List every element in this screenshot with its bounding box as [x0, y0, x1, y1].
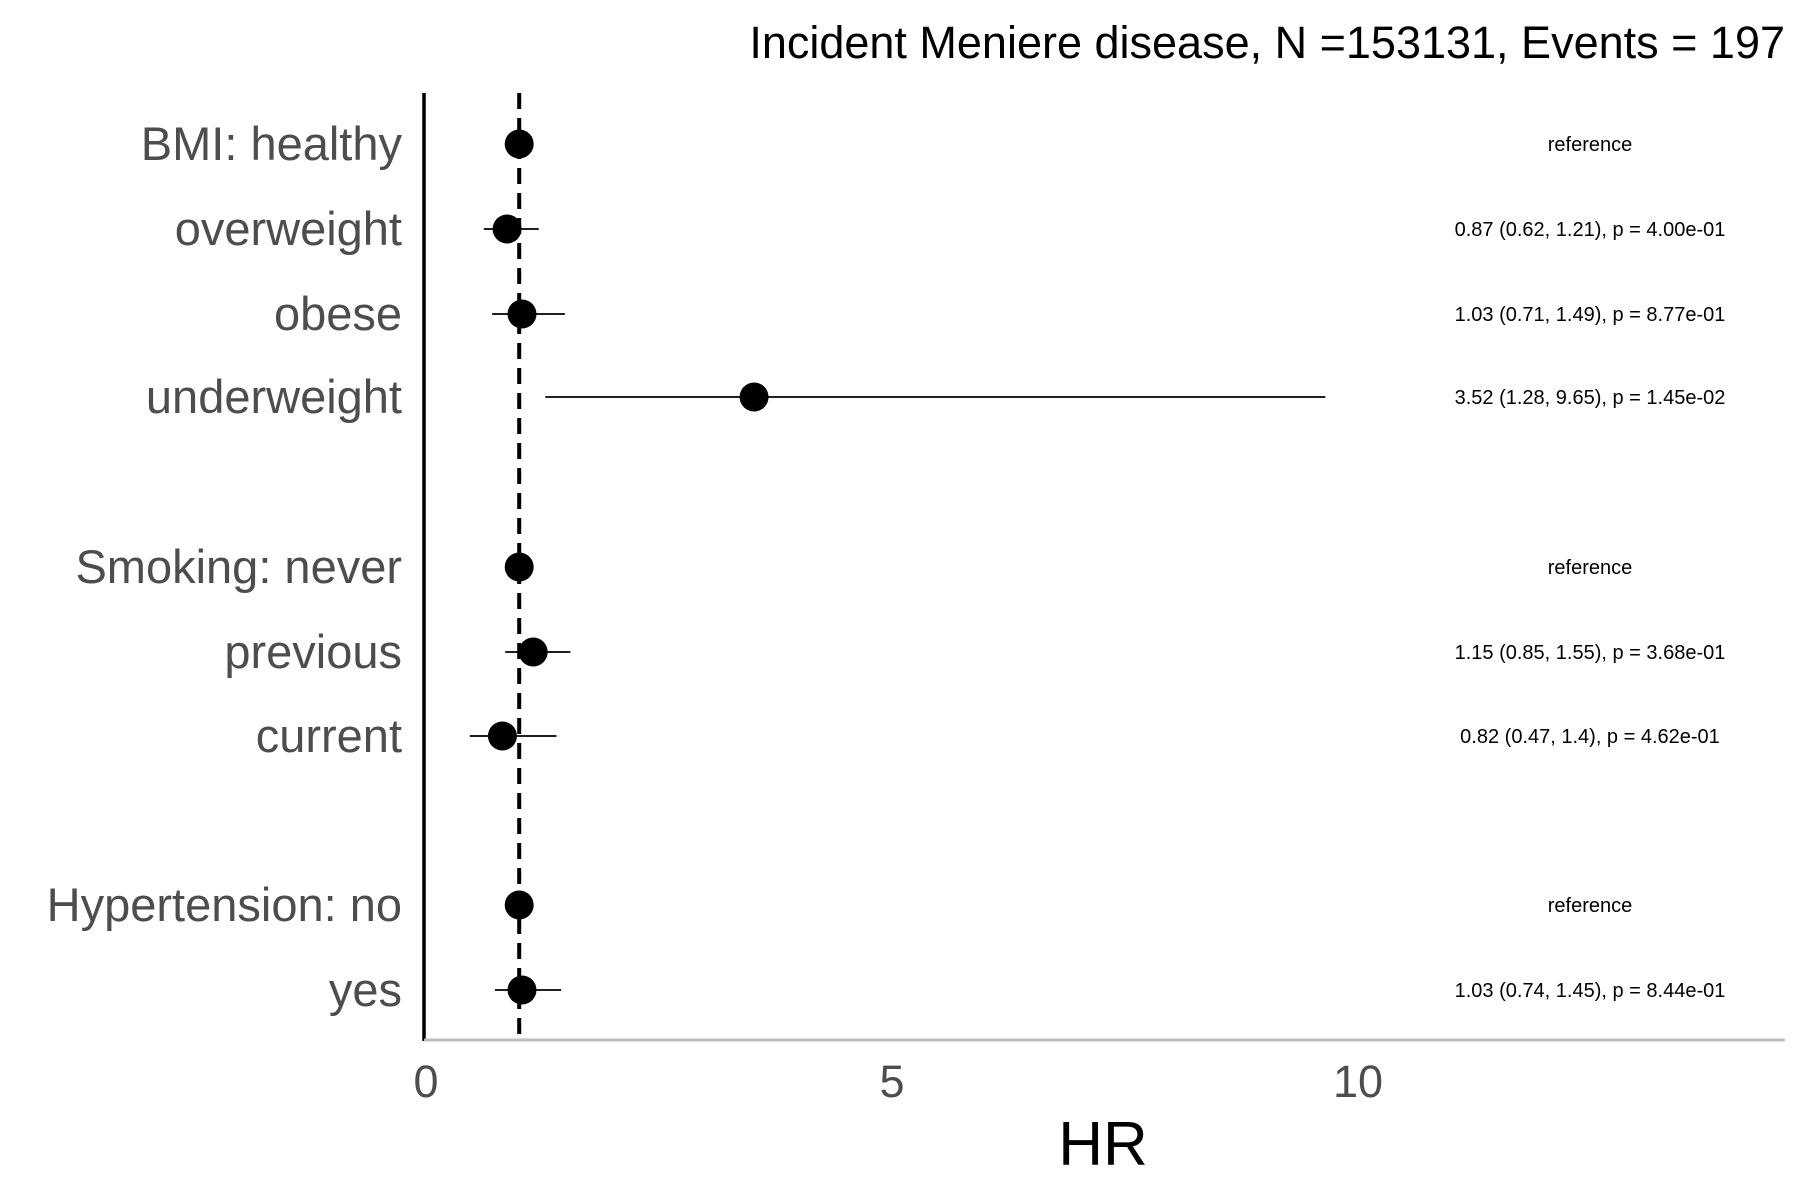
row-label: Smoking: never — [75, 540, 402, 593]
plot-area: 0 5 10 BMI: healthy reference overweight 0.87 … — [47, 93, 1785, 1107]
row-annotation: 0.87 (0.62, 1.21), p = 4.00e-01 — [1455, 219, 1726, 241]
hr-point — [504, 890, 534, 920]
row-annotation: 0.82 (0.47, 1.4), p = 4.62e-01 — [1460, 726, 1720, 748]
row-annotation: 1.03 (0.71, 1.49), p = 8.77e-01 — [1455, 304, 1726, 326]
row-annotation: reference — [1548, 557, 1633, 579]
hr-point — [487, 721, 517, 751]
row-annotation: 3.52 (1.28, 9.65), p = 1.45e-02 — [1455, 387, 1726, 409]
hr-point — [507, 299, 537, 329]
hr-point — [739, 382, 769, 412]
row-label: underweight — [146, 370, 402, 423]
row-label: Hypertension: no — [47, 878, 402, 931]
row-annotation: 1.03 (0.74, 1.45), p = 8.44e-01 — [1455, 980, 1726, 1002]
row-label: previous — [224, 625, 402, 678]
x-tick-label: 10 — [1333, 1056, 1383, 1107]
row-label: BMI: healthy — [141, 117, 403, 170]
hr-point — [518, 637, 548, 667]
row-label: current — [256, 709, 402, 762]
row-label: overweight — [175, 202, 402, 255]
x-axis-title: HR — [1058, 1110, 1148, 1179]
row-annotation: 1.15 (0.85, 1.55), p = 3.68e-01 — [1455, 642, 1726, 664]
chart-title: Incident Meniere disease, N =153131, Eve… — [749, 17, 1785, 68]
hr-point — [507, 975, 537, 1005]
row-annotation: reference — [1548, 134, 1633, 156]
row-label: obese — [274, 287, 402, 340]
row-label: yes — [329, 963, 402, 1016]
x-tick-label: 5 — [879, 1056, 904, 1107]
hr-point — [504, 129, 534, 159]
hr-point — [504, 552, 534, 582]
row-annotation: reference — [1548, 895, 1633, 917]
x-tick-label: 0 — [413, 1056, 438, 1107]
hr-point — [492, 214, 522, 244]
